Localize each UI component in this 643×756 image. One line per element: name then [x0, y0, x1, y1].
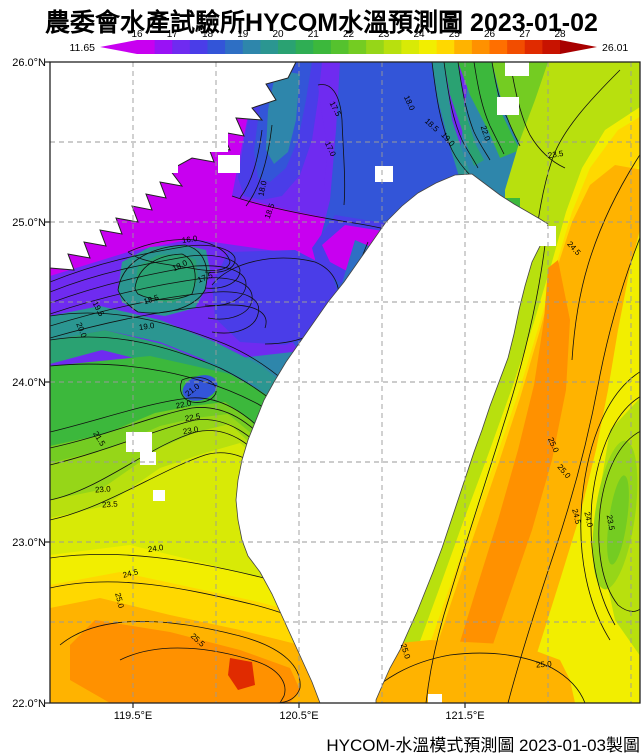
colorbar-segment	[383, 40, 402, 54]
colorbar-tick: 21	[308, 29, 320, 40]
contour-label: 22.5	[184, 412, 201, 424]
contour-label: 25.0	[113, 592, 126, 610]
colorbar-segment	[489, 40, 508, 54]
graticule	[50, 62, 640, 703]
colorbar-min-label: 11.65	[70, 42, 96, 54]
colorbar-tick: 26	[484, 29, 496, 40]
colorbar-segment	[348, 40, 367, 54]
colorbar: 16 17 18 19 20 21 22 23 24 25 26 27 28 11.65 26.01	[70, 29, 628, 54]
taiwan-island	[235, 173, 549, 703]
sea-region	[432, 62, 471, 180]
contour-label: 24.5	[122, 567, 140, 580]
footer-caption: HYCOM-水溫模式預測圖 2023-01-03製圖	[326, 736, 640, 755]
colorbar-segment	[471, 40, 490, 54]
colorbar-segment	[524, 40, 543, 54]
lat-tick-label: 26.0°N	[12, 57, 46, 69]
contour-label: 24.5	[570, 508, 583, 526]
sea-region	[444, 62, 484, 166]
lon-tick-label: 119.5°E	[114, 710, 152, 722]
colorbar-tick: 25	[449, 29, 461, 40]
contour-label: 19.0	[138, 321, 155, 332]
colorbar-segment	[154, 40, 173, 54]
colorbar-segment	[278, 40, 297, 54]
sea-region	[182, 375, 218, 401]
contour-label: 23.0	[95, 484, 112, 494]
lat-tick-label: 24.0°N	[12, 377, 46, 389]
contour-label: 16.0	[181, 234, 198, 245]
axis-ticks	[45, 61, 466, 708]
colorbar-tick: 27	[519, 29, 531, 40]
colorbar-segment	[419, 40, 438, 54]
sea-region	[446, 260, 570, 703]
colorbar-tick: 18	[202, 29, 214, 40]
colorbar-segment	[436, 40, 455, 54]
contour-label: 23.5	[102, 499, 119, 509]
colorbar-segment	[225, 40, 244, 54]
contour-label: 25.0	[536, 659, 553, 669]
colorbar-segment	[172, 40, 191, 54]
contour-label: 24.0	[582, 511, 594, 529]
colorbar-tick: 22	[343, 29, 355, 40]
colorbar-segment	[137, 40, 156, 54]
axis-labels: 26.0°N 25.0°N 24.0°N 23.0°N 22.0°N 119.5°E 120…	[12, 57, 484, 722]
colorbar-left-arrow	[100, 40, 137, 54]
colorbar-segment	[330, 40, 349, 54]
masked-cells	[70, 62, 556, 703]
colorbar-tick: 24	[413, 29, 425, 40]
lon-tick-label: 121.5°E	[445, 710, 484, 722]
colorbar-tick: 20	[272, 29, 284, 40]
lat-tick-label: 23.0°N	[12, 537, 46, 549]
colorbar-segment	[242, 40, 261, 54]
colorbar-segment	[454, 40, 473, 54]
contour-label: 22.0	[175, 398, 193, 410]
sea-region	[458, 62, 520, 158]
colorbar-max-label: 26.01	[602, 42, 628, 54]
colorbar-tick: 23	[378, 29, 390, 40]
page-title: 農委會水產試驗所HYCOM水溫預測圖 2023-01-02	[45, 9, 598, 37]
lon-tick-label: 120.5°E	[279, 710, 318, 722]
contour-label: 24.0	[147, 543, 164, 554]
contour-label: 18.0	[257, 179, 269, 197]
colorbar-segment	[542, 40, 561, 54]
sea-region	[266, 70, 300, 164]
colorbar-segment	[207, 40, 226, 54]
colorbar-segment	[189, 40, 208, 54]
contour-label: 23.0	[182, 425, 199, 437]
colorbar-tick: 19	[237, 29, 249, 40]
colorbar-tick: 16	[131, 29, 143, 40]
colorbar-segment	[507, 40, 526, 54]
colorbar-tick: 17	[167, 29, 179, 40]
colorbar-segment	[401, 40, 420, 54]
colorbar-right-arrow	[560, 40, 597, 54]
map-canvas: 16.017.517.018.018.518.519.018.022.023.5…	[50, 62, 640, 703]
sea-region	[135, 254, 198, 303]
colorbar-segment	[260, 40, 279, 54]
colorbar-segment	[366, 40, 385, 54]
lat-tick-label: 25.0°N	[12, 217, 46, 229]
colorbar-segment	[313, 40, 332, 54]
sea-region	[228, 658, 255, 690]
contour-label: 23.5	[547, 149, 564, 160]
colorbar-tick: 28	[554, 29, 566, 40]
sea-region	[212, 250, 340, 345]
lat-tick-label: 22.0°N	[12, 698, 46, 710]
colorbar-segment	[295, 40, 314, 54]
contour-label: 23.5	[605, 514, 617, 531]
